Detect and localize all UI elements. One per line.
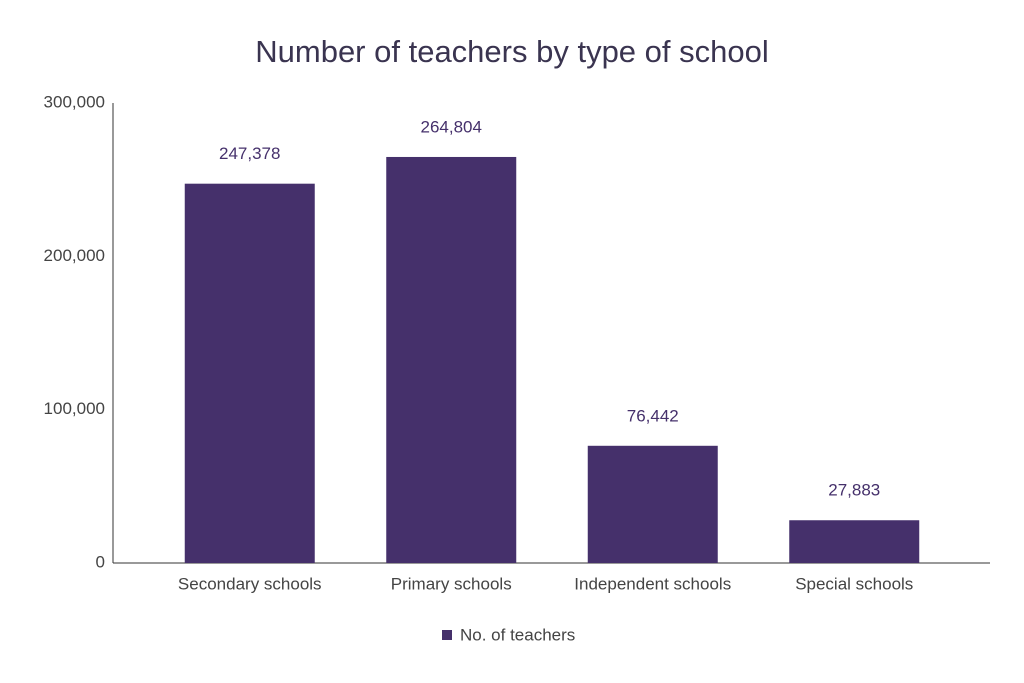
x-tick-label: Primary schools [391,574,512,593]
value-label: 264,804 [421,117,482,136]
bar [386,156,517,563]
x-tick-label: Special schools [795,574,913,593]
legend-label: No. of teachers [460,625,575,644]
x-tick-label: Secondary schools [178,574,322,593]
legend-swatch [442,630,452,640]
y-tick-label: 0 [96,552,105,571]
y-tick-label: 100,000 [44,399,105,418]
bar [789,520,920,563]
bar [587,445,718,563]
x-tick-label: Independent schools [574,574,731,593]
bar [184,183,315,563]
value-label: 27,883 [828,481,880,500]
y-tick-label: 200,000 [44,246,105,265]
chart-title: Number of teachers by type of school [255,34,768,69]
value-label: 76,442 [627,406,679,425]
value-label: 247,378 [219,144,280,163]
y-tick-label: 300,000 [44,92,105,111]
